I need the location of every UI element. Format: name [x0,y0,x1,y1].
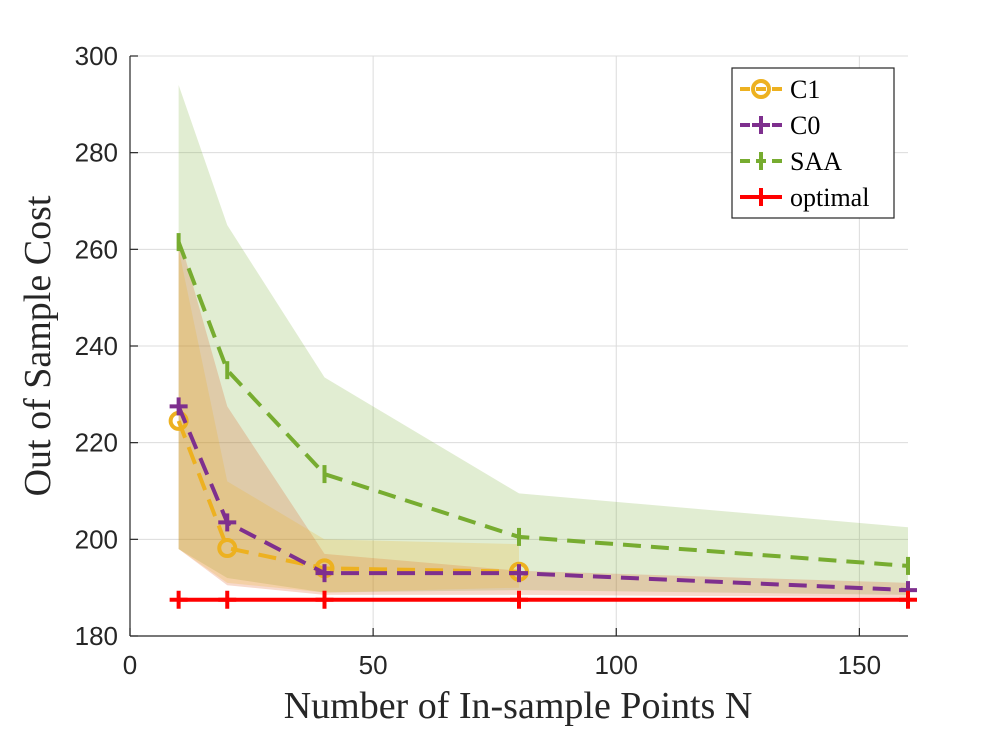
y-tick-label: 240 [75,331,118,361]
data-point-optimal [315,590,334,609]
confidence-bands [178,85,908,598]
band-c0 [178,234,908,598]
legend: C1 C0 SAA optimal [731,67,895,219]
x-tick-label: 50 [359,650,388,680]
y-tick-label: 200 [75,524,118,554]
data-point-c1 [217,538,238,559]
y-tick-label: 260 [75,234,118,264]
legend-item-c0: C0 [740,111,820,140]
data-point-c0 [510,564,528,583]
tick-labels: 0 50 100 150 180 200 220 240 260 280 300 [75,41,881,680]
series-line-c1 [176,420,520,574]
legend-label-optimal: optimal [790,183,869,212]
data-point-c0 [218,513,237,532]
series-lines [168,233,917,609]
legend-marker-optimal [752,188,770,206]
data-point-optimal [899,590,917,609]
y-tick-label: 180 [75,621,118,651]
y-tick-label: 220 [75,428,118,458]
x-axis-label: Number of In-sample Points N [284,685,753,727]
series-optimal [169,590,917,609]
band-saa [178,85,908,595]
y-tick-label: 280 [75,138,118,168]
y-tick-label: 300 [75,41,118,71]
data-point-c0 [169,397,188,416]
axes [129,55,908,637]
legend-label-saa: SAA [790,147,842,176]
x-tick-label: 100 [595,650,638,680]
legend-marker-c0 [752,116,770,134]
data-point-optimal [510,590,528,609]
data-point-optimal [169,590,188,609]
series-line-saa [176,241,909,568]
y-axis-label: Out of Sample Cost [17,195,59,496]
legend-item-optimal: optimal [740,183,869,212]
legend-item-c1: C1 [740,75,820,104]
series-saa [176,233,910,575]
x-tick-label: 0 [123,650,137,680]
data-point-c0 [315,564,334,583]
legend-item-saa: SAA [740,147,842,176]
legend-label-c1: C1 [790,75,820,104]
legend-label-c0: C0 [790,111,820,140]
band-c1 [178,249,519,593]
legend-marker-c1 [751,79,771,99]
x-tick-label: 150 [838,650,881,680]
data-point-optimal [218,590,237,609]
